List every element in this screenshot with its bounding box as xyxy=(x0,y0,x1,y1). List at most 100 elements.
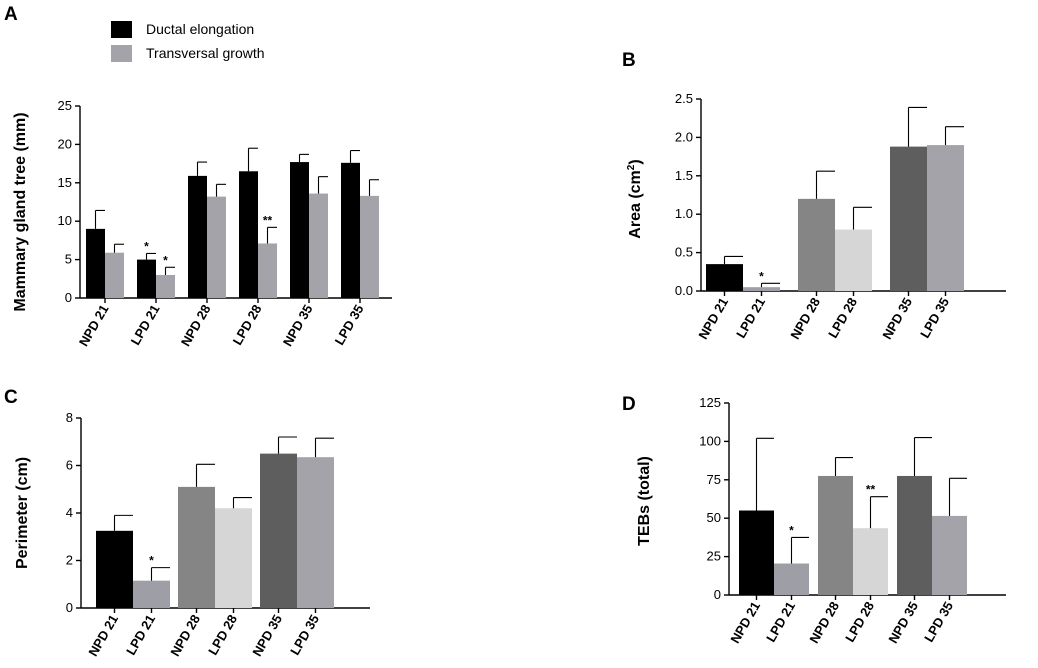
y-tick-label: 0.5 xyxy=(675,245,693,260)
x-tick-label: NPD 28 xyxy=(806,599,842,646)
panel-b-ylabel-tail: ) xyxy=(627,159,644,164)
significance-mark: * xyxy=(789,523,794,537)
bar-transversal xyxy=(105,252,124,298)
x-tick-label: LPD 21 xyxy=(763,599,798,645)
bar-transversal xyxy=(309,193,328,298)
y-tick-label: 0.0 xyxy=(675,283,693,298)
y-tick-label: 4 xyxy=(66,505,73,520)
panel-c-ylabel: Perimeter (cm) xyxy=(14,457,31,569)
bar xyxy=(260,453,297,608)
bar-ductal xyxy=(290,162,309,298)
x-tick-label: LPD 28 xyxy=(825,295,860,341)
significance-mark: * xyxy=(759,269,764,283)
x-tick-label: LPD 28 xyxy=(842,599,877,645)
y-tick-label: 50 xyxy=(707,510,721,525)
panel-b-ylabel: Area (cm2) xyxy=(626,159,644,238)
panel-letter-a: A xyxy=(4,4,18,25)
significance-mark: ** xyxy=(866,483,876,497)
x-tick-label: LPD 35 xyxy=(287,612,322,658)
significance-mark: * xyxy=(163,253,168,267)
panel-letter-c: C xyxy=(4,387,18,408)
bar xyxy=(133,580,170,608)
bar xyxy=(932,515,967,595)
x-tick-label: NPD 21 xyxy=(695,295,731,342)
panel-a-ylabel: Mammary gland tree (mm) xyxy=(12,112,29,311)
bar-ductal xyxy=(137,259,156,298)
x-tick-label: LPD 21 xyxy=(123,612,158,658)
bar xyxy=(890,146,927,291)
significance-mark: ** xyxy=(263,213,273,227)
x-tick-label: LPD 35 xyxy=(921,599,956,645)
y-tick-label: 75 xyxy=(707,472,721,487)
bar-ductal xyxy=(341,162,360,298)
y-tick-label: 0 xyxy=(65,290,72,305)
y-tick-label: 0 xyxy=(66,600,73,615)
y-tick-label: 25 xyxy=(58,98,72,113)
bar-ductal xyxy=(239,171,258,298)
x-tick-label: LPD 35 xyxy=(917,295,952,341)
y-tick-label: 25 xyxy=(707,549,721,564)
panel-d-ylabel: TEBs (total) xyxy=(636,456,653,546)
y-tick-label: 1.5 xyxy=(675,168,693,183)
legend-swatch-ductal xyxy=(111,21,132,38)
x-tick-label: NPD 35 xyxy=(249,612,285,659)
panel-b-ylabel-sup: 2 xyxy=(626,164,637,170)
bar xyxy=(743,287,780,291)
bar xyxy=(927,145,964,291)
x-tick-label: LPD 21 xyxy=(733,295,768,341)
bar xyxy=(835,229,872,291)
x-tick-label: NPD 28 xyxy=(167,612,203,659)
y-tick-label: 2.5 xyxy=(675,91,693,106)
bar xyxy=(297,457,334,608)
bar xyxy=(774,563,809,595)
x-tick-label: LPD 21 xyxy=(128,302,163,348)
legend-label-ductal: Ductal elongation xyxy=(146,21,254,37)
significance-mark: * xyxy=(144,239,149,253)
y-tick-label: 1.0 xyxy=(675,206,693,221)
x-tick-label: NPD 21 xyxy=(76,302,112,349)
y-tick-label: 8 xyxy=(66,410,73,425)
panel-letter-b: B xyxy=(622,50,636,71)
chart-panel-c: 0 2 4 6 8 * NPD 21 LPD 21 NPD 28 LPD 28 NPD 35 LPD … xyxy=(66,410,370,659)
bar xyxy=(706,264,743,291)
x-tick-label: LPD 28 xyxy=(230,302,265,348)
y-tick-label: 6 xyxy=(66,458,73,473)
bar-transversal xyxy=(156,274,175,298)
bar-ductal xyxy=(86,228,105,298)
bar-transversal xyxy=(360,195,379,298)
bar xyxy=(739,510,774,595)
bar-transversal xyxy=(207,196,226,298)
significance-mark: * xyxy=(149,554,154,568)
y-tick-label: 0 xyxy=(714,587,721,602)
bar-transversal xyxy=(258,243,277,298)
chart-panel-b: 0.00.51.01.52.02.5*NPD 21 LPD 21 NPD 28 LPD… xyxy=(675,91,1006,342)
x-tick-label: LPD 28 xyxy=(205,612,240,658)
legend-label-transversal: Transversal growth xyxy=(146,45,265,61)
x-tick-label: NPD 21 xyxy=(85,612,121,659)
y-tick-label: 5 xyxy=(65,252,72,267)
legend: Ductal elongation Transversal growth xyxy=(111,21,265,62)
panel-b-ylabel-main: Area (cm xyxy=(627,170,644,238)
bar-ductal xyxy=(188,175,207,298)
bar xyxy=(798,198,835,291)
bar xyxy=(818,475,853,595)
y-tick-label: 100 xyxy=(699,433,721,448)
bar xyxy=(897,475,932,595)
bar xyxy=(96,530,133,608)
x-tick-label: NPD 21 xyxy=(727,599,763,646)
bar xyxy=(853,528,888,595)
panel-letter-d: D xyxy=(622,394,636,415)
x-tick-label: LPD 35 xyxy=(332,302,367,348)
x-tick-label: NPD 35 xyxy=(885,599,921,646)
bar xyxy=(178,486,215,608)
y-tick-label: 20 xyxy=(58,136,72,151)
y-tick-label: 15 xyxy=(58,175,72,190)
legend-swatch-transversal xyxy=(111,45,132,62)
x-tick-label: NPD 28 xyxy=(178,302,214,349)
y-tick-label: 125 xyxy=(699,395,721,410)
x-tick-label: NPD 28 xyxy=(787,295,823,342)
x-tick-label: NPD 35 xyxy=(879,295,915,342)
